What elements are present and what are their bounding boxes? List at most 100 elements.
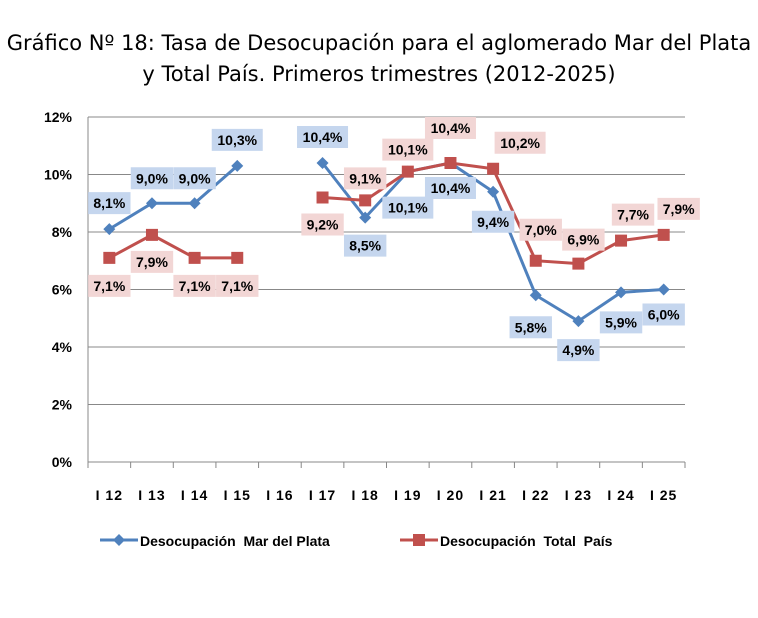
data-label: 9,2%	[307, 217, 339, 233]
data-label: 7,0%	[525, 222, 557, 238]
data-label-bg	[173, 274, 216, 297]
data-point	[657, 228, 670, 241]
data-point	[103, 251, 116, 264]
y-tick-label: 4%	[52, 339, 73, 355]
data-label: 5,8%	[515, 319, 547, 335]
x-tick-label: I 12	[96, 487, 123, 503]
data-point	[615, 234, 628, 247]
data-label-bg	[424, 117, 476, 139]
data-point	[231, 251, 244, 264]
data-point	[316, 157, 329, 169]
data-point	[444, 157, 457, 169]
legend-marker	[113, 534, 125, 546]
data-point	[145, 197, 158, 210]
x-tick-label: I 15	[224, 487, 251, 503]
data-point	[487, 162, 500, 175]
data-point	[231, 159, 244, 172]
y-tick-label: 8%	[52, 224, 73, 240]
data-label: 7,9%	[663, 201, 695, 217]
chart-title: Gráfico Nº 18: Tasa de Desocupación para…	[6, 31, 752, 86]
x-tick-label: I 24	[607, 487, 634, 503]
x-tick-label: I 14	[181, 487, 208, 503]
data-label-bg	[88, 192, 131, 215]
data-point	[359, 194, 372, 207]
data-label: 9,1%	[349, 170, 381, 186]
y-tick-label: 6%	[52, 282, 73, 298]
data-label: 7,7%	[617, 207, 649, 223]
data-label: 10,3%	[217, 132, 257, 148]
data-label-bg	[471, 210, 515, 233]
data-label-bg	[130, 167, 174, 190]
data-label: 5,9%	[605, 314, 637, 330]
data-point	[188, 251, 201, 264]
data-label-bg	[297, 126, 349, 148]
data-label-bg	[130, 250, 174, 273]
data-label: 7,1%	[179, 278, 211, 294]
data-label-bg	[494, 131, 546, 154]
x-tick-label: I 13	[138, 487, 165, 503]
x-tick-label: I 22	[522, 487, 549, 503]
x-tick-label: I 18	[351, 487, 378, 503]
series-line	[108, 233, 238, 260]
data-point	[145, 228, 158, 241]
data-label-bg	[301, 213, 344, 236]
data-label: 7,1%	[93, 278, 125, 294]
data-point	[316, 191, 329, 204]
data-point	[359, 211, 372, 224]
data-label-bg	[88, 274, 131, 297]
legend-marker	[413, 534, 425, 546]
data-label: 8,1%	[93, 195, 125, 211]
data-label-bg	[519, 218, 562, 241]
data-label-bg	[562, 228, 605, 251]
data-point	[572, 315, 585, 328]
data-label-bg	[424, 177, 476, 199]
data-label: 10,4%	[431, 120, 471, 136]
data-point	[657, 283, 670, 296]
data-label-bg	[611, 203, 655, 226]
x-tick-label: I 25	[650, 487, 677, 503]
data-label: 6,0%	[648, 307, 680, 323]
x-tick-label: I 19	[394, 487, 421, 503]
data-label-bg	[657, 197, 700, 220]
legend-label: Desocupación Total País	[440, 533, 613, 549]
data-label-bg	[211, 128, 263, 151]
data-label: 10,2%	[500, 135, 540, 151]
data-label-bg	[642, 303, 685, 326]
x-tick-label: I 16	[266, 487, 293, 503]
data-label-bg	[216, 274, 259, 297]
x-tick-label: I 17	[309, 487, 336, 503]
data-point	[529, 289, 542, 302]
data-label: 10,4%	[303, 129, 343, 145]
data-label: 7,9%	[136, 254, 168, 270]
y-tick-label: 10%	[44, 167, 73, 183]
data-label: 6,9%	[567, 232, 599, 248]
data-label-bg	[343, 167, 387, 190]
data-point	[401, 165, 414, 178]
data-label: 4,9%	[562, 342, 594, 358]
data-label-bg	[557, 339, 600, 362]
data-label-bg	[382, 138, 434, 161]
data-point	[615, 286, 628, 299]
x-tick-label: I 21	[479, 487, 506, 503]
data-label-bg	[599, 311, 643, 334]
y-tick-label: 2%	[52, 397, 73, 413]
data-label: 9,0%	[136, 170, 168, 186]
x-tick-label: I 23	[565, 487, 592, 503]
x-tick-label: I 20	[437, 487, 464, 503]
data-label: 10,1%	[388, 142, 428, 158]
data-point	[487, 185, 500, 198]
data-label: 7,1%	[221, 278, 253, 294]
data-label-bg	[173, 167, 216, 190]
y-tick-label: 0%	[52, 454, 73, 470]
data-point	[188, 197, 201, 210]
data-label: 9,0%	[179, 170, 211, 186]
data-label-bg	[509, 316, 552, 339]
series-line	[108, 164, 239, 231]
data-label-bg	[343, 234, 387, 257]
data-point	[572, 257, 585, 270]
data-point	[103, 223, 116, 236]
data-label: 8,5%	[349, 238, 381, 254]
data-label-bg	[382, 196, 434, 219]
y-tick-label: 12%	[44, 109, 73, 125]
